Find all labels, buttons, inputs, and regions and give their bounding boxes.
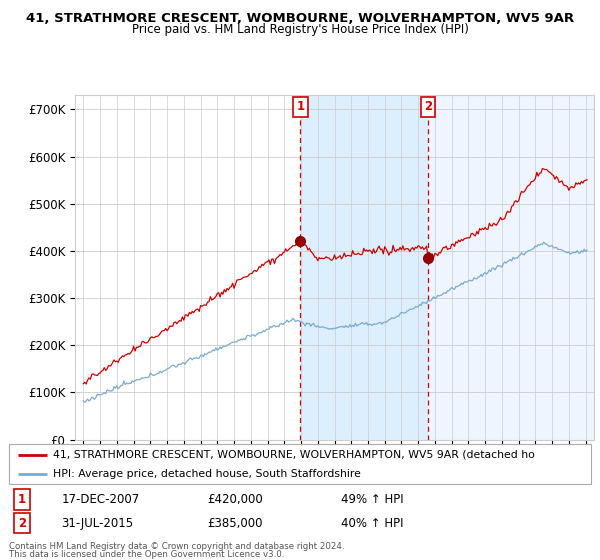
Text: 41, STRATHMORE CRESCENT, WOMBOURNE, WOLVERHAMPTON, WV5 9AR (detached ho: 41, STRATHMORE CRESCENT, WOMBOURNE, WOLV… (53, 450, 535, 460)
Text: 2: 2 (18, 516, 26, 530)
Text: 1: 1 (18, 493, 26, 506)
Text: 41, STRATHMORE CRESCENT, WOMBOURNE, WOLVERHAMPTON, WV5 9AR: 41, STRATHMORE CRESCENT, WOMBOURNE, WOLV… (26, 12, 574, 25)
Bar (428, 95, 594, 440)
Text: £385,000: £385,000 (207, 516, 262, 530)
Text: 49% ↑ HPI: 49% ↑ HPI (341, 493, 403, 506)
Text: 2: 2 (424, 100, 432, 114)
Text: 40% ↑ HPI: 40% ↑ HPI (341, 516, 403, 530)
Text: 31-JUL-2015: 31-JUL-2015 (61, 516, 134, 530)
Bar (301, 95, 428, 440)
Text: 1: 1 (296, 100, 304, 114)
Text: HPI: Average price, detached house, South Staffordshire: HPI: Average price, detached house, Sout… (53, 469, 361, 478)
Text: This data is licensed under the Open Government Licence v3.0.: This data is licensed under the Open Gov… (9, 550, 284, 559)
Text: 17-DEC-2007: 17-DEC-2007 (61, 493, 140, 506)
Text: Contains HM Land Registry data © Crown copyright and database right 2024.: Contains HM Land Registry data © Crown c… (9, 542, 344, 550)
FancyBboxPatch shape (9, 444, 591, 484)
Text: £420,000: £420,000 (207, 493, 263, 506)
Text: Price paid vs. HM Land Registry's House Price Index (HPI): Price paid vs. HM Land Registry's House … (131, 23, 469, 36)
